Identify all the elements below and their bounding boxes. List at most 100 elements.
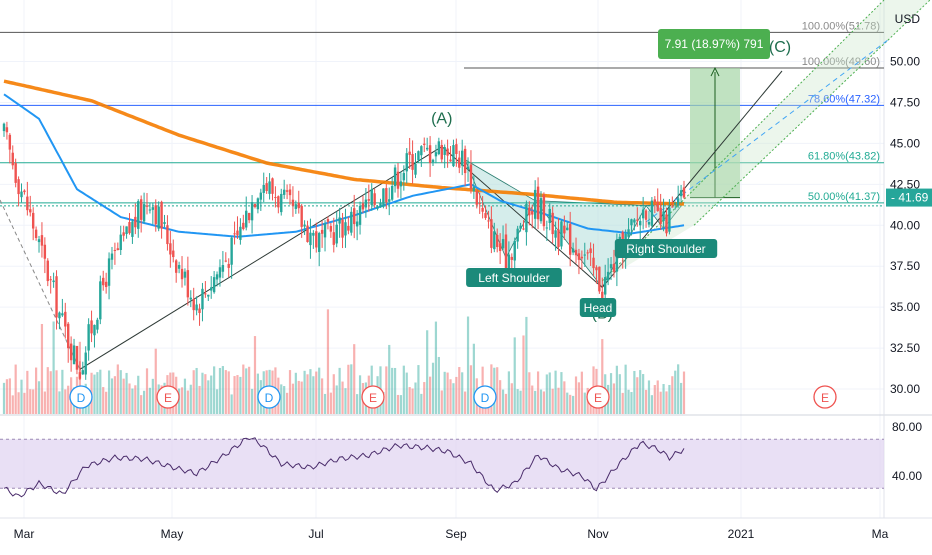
candle[interactable] <box>207 294 210 302</box>
candle[interactable] <box>262 172 265 203</box>
candle[interactable] <box>574 237 578 264</box>
candle[interactable] <box>510 253 514 269</box>
candle[interactable] <box>285 184 289 200</box>
candle[interactable] <box>682 180 686 199</box>
candle[interactable] <box>455 138 458 167</box>
candle[interactable] <box>647 210 651 228</box>
candle[interactable] <box>405 148 408 184</box>
candle[interactable] <box>376 205 379 211</box>
candle[interactable] <box>533 180 537 229</box>
candle[interactable] <box>11 145 14 170</box>
candle[interactable] <box>230 235 233 279</box>
candle[interactable] <box>102 270 105 291</box>
candle[interactable] <box>312 230 315 249</box>
candle[interactable] <box>443 144 446 169</box>
candle[interactable] <box>466 157 470 182</box>
candle[interactable] <box>373 188 376 208</box>
candle[interactable] <box>186 256 190 306</box>
candle[interactable] <box>210 276 213 299</box>
candle[interactable] <box>577 248 581 275</box>
candle[interactable] <box>224 252 228 263</box>
candle[interactable] <box>253 203 257 209</box>
candle[interactable] <box>280 188 283 216</box>
candle[interactable] <box>408 137 411 169</box>
candle[interactable] <box>671 196 674 208</box>
candle[interactable] <box>139 195 143 233</box>
candle[interactable] <box>475 189 478 209</box>
candle[interactable] <box>317 231 321 267</box>
candle[interactable] <box>385 183 388 210</box>
candle[interactable] <box>195 296 198 316</box>
candle[interactable] <box>329 223 333 238</box>
candle[interactable] <box>17 176 20 207</box>
candle[interactable] <box>668 199 671 235</box>
candle[interactable] <box>201 282 204 322</box>
candle[interactable] <box>119 225 122 256</box>
candle[interactable] <box>437 137 441 156</box>
candle[interactable] <box>458 150 461 174</box>
candle[interactable] <box>245 196 248 231</box>
candle[interactable] <box>40 222 44 258</box>
candle[interactable] <box>571 242 575 256</box>
candle[interactable] <box>484 205 487 220</box>
candle[interactable] <box>303 220 306 236</box>
candle[interactable] <box>233 221 236 245</box>
candle[interactable] <box>113 242 117 265</box>
candle[interactable] <box>490 206 493 254</box>
candle[interactable] <box>142 192 146 224</box>
candle[interactable] <box>478 192 481 214</box>
candle[interactable] <box>145 193 149 215</box>
candle[interactable] <box>37 235 41 253</box>
candle[interactable] <box>676 185 680 208</box>
candle[interactable] <box>87 318 90 361</box>
candle[interactable] <box>583 242 586 267</box>
dividend-marker[interactable]: D <box>69 385 93 409</box>
candle[interactable] <box>128 213 131 235</box>
candle[interactable] <box>350 206 353 236</box>
pattern-label[interactable]: Right Shoulder <box>614 239 718 258</box>
candle[interactable] <box>650 197 654 229</box>
candle[interactable] <box>440 139 443 163</box>
candle[interactable] <box>294 200 298 214</box>
candle[interactable] <box>674 201 677 210</box>
candle[interactable] <box>522 220 525 231</box>
candle[interactable] <box>355 210 359 241</box>
candle[interactable] <box>116 242 120 251</box>
candle[interactable] <box>218 259 222 287</box>
candle[interactable] <box>259 188 263 211</box>
candle[interactable] <box>134 203 137 235</box>
candle[interactable] <box>414 153 417 179</box>
candle[interactable] <box>566 222 569 231</box>
candle[interactable] <box>501 225 505 251</box>
candle[interactable] <box>315 222 318 253</box>
candle[interactable] <box>586 249 589 260</box>
candle[interactable] <box>498 233 502 265</box>
candle[interactable] <box>531 204 534 229</box>
candle[interactable] <box>96 317 99 334</box>
candle[interactable] <box>469 150 473 194</box>
candle[interactable] <box>78 361 82 381</box>
price-target[interactable]: 7.91 (18.97%) 791 <box>658 29 770 199</box>
candle[interactable] <box>131 219 134 244</box>
candle[interactable] <box>169 230 172 268</box>
candle[interactable] <box>411 140 414 184</box>
candle[interactable] <box>55 270 58 330</box>
candle[interactable] <box>452 139 455 168</box>
candle[interactable] <box>641 196 645 230</box>
candle[interactable] <box>344 208 347 248</box>
candle[interactable] <box>338 207 341 238</box>
candle[interactable] <box>598 266 601 294</box>
candle[interactable] <box>43 237 47 274</box>
candle[interactable] <box>177 261 181 274</box>
candle[interactable] <box>449 146 452 162</box>
candle[interactable] <box>633 218 636 231</box>
candle[interactable] <box>309 218 312 259</box>
candle[interactable] <box>215 271 219 287</box>
earnings-marker[interactable]: E <box>813 385 837 409</box>
candle[interactable] <box>653 196 657 214</box>
candle[interactable] <box>516 225 519 249</box>
candle[interactable] <box>271 177 274 201</box>
candle[interactable] <box>463 145 467 187</box>
